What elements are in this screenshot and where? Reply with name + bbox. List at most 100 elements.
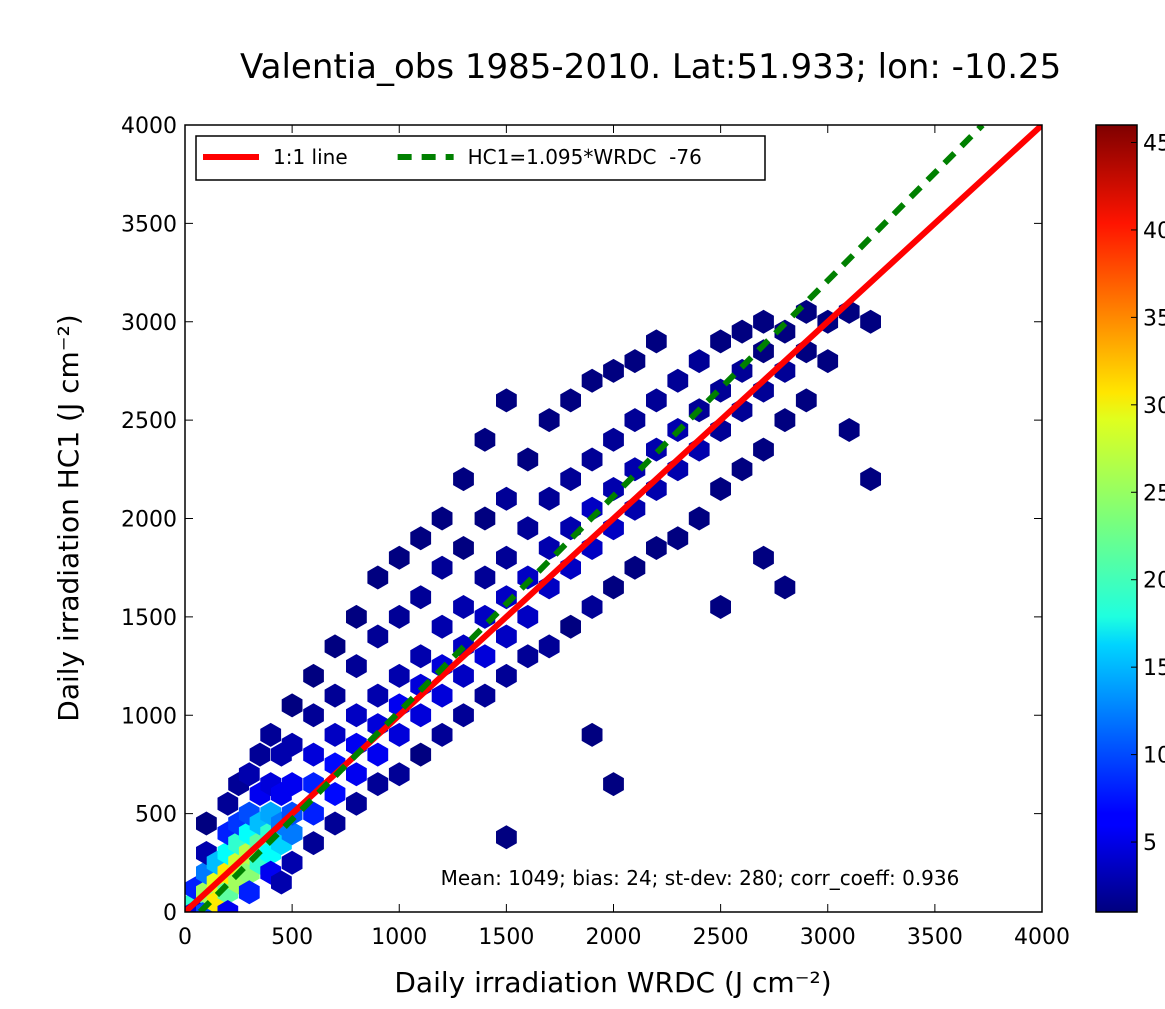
y-tick-label: 4000	[121, 114, 177, 139]
x-tick-label: 2000	[586, 925, 642, 950]
hex-cell	[346, 791, 367, 816]
hex-cell	[517, 644, 539, 669]
hex-cell	[753, 339, 774, 364]
hex-cell	[603, 477, 624, 501]
hex-cell	[538, 486, 560, 511]
colorbar-tick-label: 30	[1143, 394, 1165, 419]
hex-cell	[388, 722, 410, 747]
hex-cell	[281, 772, 303, 797]
series-line	[185, 125, 1042, 912]
stats-annotation: Mean: 1049; bias: 24; st-dev: 280; corr_…	[441, 866, 960, 890]
hex-cell	[388, 604, 410, 629]
hex-cell	[474, 683, 496, 708]
hex-cell	[281, 732, 303, 757]
hex-cell	[646, 329, 667, 354]
hex-cell	[496, 545, 517, 570]
hex-cell	[860, 309, 881, 334]
hex-cell	[324, 782, 346, 806]
hex-cell	[249, 742, 271, 767]
hex-cell	[753, 309, 774, 334]
hex-cell	[667, 368, 689, 393]
hex-cell	[603, 427, 624, 452]
colorbar-tick-label: 15	[1143, 656, 1165, 681]
hex-cell	[388, 545, 410, 570]
y-tick-label: 2500	[121, 409, 177, 434]
hex-cell	[238, 880, 260, 905]
hex-cell	[538, 408, 560, 433]
hex-cell	[367, 624, 389, 649]
hex-cell	[388, 663, 410, 688]
hex-cell	[474, 565, 496, 590]
y-tick-label: 3500	[121, 212, 177, 237]
hex-cell	[346, 654, 367, 679]
y-tick-label: 2000	[121, 508, 177, 533]
hex-cell	[817, 349, 839, 374]
colorbar-tick-label: 40	[1143, 219, 1165, 244]
hex-cell	[538, 634, 560, 659]
x-tick-label: 4000	[1014, 925, 1070, 950]
series-line	[197, 125, 985, 912]
x-tick-label: 1000	[371, 925, 427, 950]
hex-cell	[346, 703, 367, 728]
hex-cell	[496, 585, 517, 610]
hex-cell	[667, 526, 689, 551]
hex-cell	[324, 634, 346, 659]
legend: 1:1 line HC1=1.095*WRDC -76	[195, 135, 766, 181]
hex-cell	[410, 644, 432, 669]
legend-box	[195, 135, 766, 181]
hex-cell	[196, 811, 217, 836]
hex-cell	[431, 555, 453, 580]
hex-cell	[731, 319, 753, 344]
hex-cell	[560, 467, 581, 492]
hex-cell	[603, 772, 624, 797]
x-tick-label: 3500	[907, 925, 963, 950]
y-axis-label: Daily irradiation HC1 (J cm⁻²)	[52, 314, 85, 721]
x-tick-label: 0	[178, 925, 192, 950]
hex-cell	[860, 467, 881, 492]
colorbar	[1095, 124, 1138, 913]
ticks: 0 500 1000 1500 2000 2500 3000 3500 4000 0 500 1000…	[121, 114, 1070, 950]
hex-cell	[581, 368, 603, 393]
hex-cell	[603, 358, 624, 383]
hex-cell	[324, 811, 346, 836]
hex-cell	[324, 683, 346, 708]
hex-cell	[560, 614, 581, 639]
x-axis-label: Daily irradiation WRDC (J cm⁻²)	[394, 966, 831, 999]
x-tick-label: 500	[271, 925, 313, 950]
hex-cell	[624, 555, 646, 580]
hex-cell	[260, 722, 282, 747]
hex-cell	[581, 722, 603, 747]
lines	[185, 125, 1042, 912]
hex-cell	[688, 506, 710, 531]
colorbar-tick-label: 10	[1143, 744, 1165, 769]
hex-cell	[624, 349, 646, 374]
hex-cell	[453, 663, 474, 688]
legend-label: 1:1 line	[273, 145, 348, 169]
hex-cell	[431, 683, 453, 708]
hex-cell	[474, 427, 496, 452]
hex-cell	[710, 595, 731, 619]
hex-cell	[453, 536, 474, 560]
hex-cell	[624, 408, 646, 433]
hex-cell	[496, 663, 517, 688]
colorbar-ticks: 5 10 15 20 25 30 35 40 45	[1131, 131, 1165, 856]
colorbar-tick-label: 45	[1143, 131, 1165, 156]
hex-cell	[281, 850, 303, 875]
hex-cell	[453, 703, 474, 728]
hex-cell	[367, 772, 389, 797]
hex-cell	[581, 447, 603, 472]
hex-cell	[303, 703, 324, 728]
hex-cell	[303, 801, 324, 826]
hex-cell	[410, 585, 432, 610]
hex-cell	[431, 506, 453, 531]
hex-cell	[453, 467, 474, 492]
hex-cell	[496, 388, 517, 413]
hex-cell	[774, 575, 796, 600]
hex-cell	[410, 526, 432, 551]
hex-cell	[431, 614, 453, 639]
hex-cell	[410, 742, 432, 767]
hex-cell	[324, 722, 346, 747]
hex-cell	[271, 870, 292, 895]
y-tick-label: 1500	[121, 606, 177, 631]
